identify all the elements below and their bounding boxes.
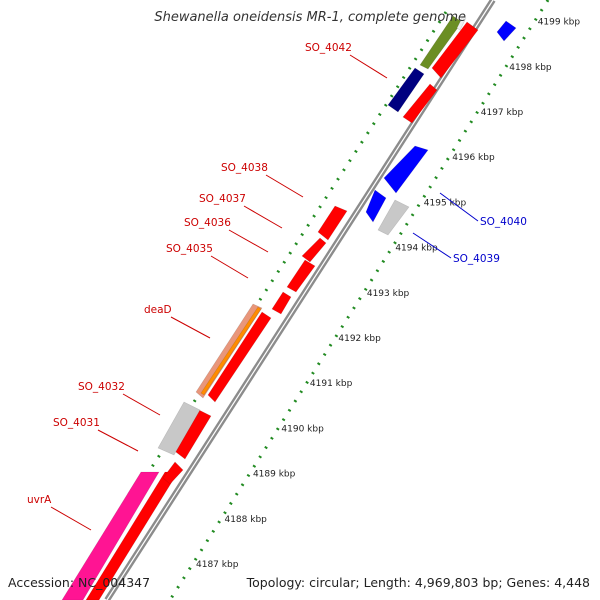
leader-line	[228, 229, 269, 253]
tick-label: 4199 kbp	[538, 18, 581, 28]
gene-label[interactable]: SO_4037	[199, 193, 246, 205]
tick-label: 4191 kbp	[310, 379, 353, 389]
feature-SO_4035-red[interactable]	[271, 291, 292, 315]
feature-red-4041[interactable]	[402, 83, 438, 124]
tick-label: 4187 kbp	[196, 560, 239, 570]
leader-line	[97, 429, 139, 452]
leader-line	[412, 232, 452, 259]
leader-line	[439, 192, 479, 222]
feature-deaD-orange[interactable]	[200, 306, 262, 396]
tick-label: 4196 kbp	[452, 153, 495, 163]
tick-label: 4197 kbp	[481, 108, 524, 118]
tick-label: 4195 kbp	[424, 198, 467, 208]
tick-label: 4190 kbp	[281, 424, 324, 434]
leader-line	[265, 174, 304, 198]
feature-SO_4039-gray[interactable]	[377, 199, 410, 236]
feature-SO_4040-blue-2[interactable]	[383, 145, 429, 194]
feature-deaD-red[interactable]	[207, 311, 272, 403]
feature-SO_4032-gray[interactable]	[157, 401, 201, 456]
leader-line	[210, 255, 249, 279]
gene-label[interactable]: SO_4042	[305, 42, 352, 54]
tick-label: 4193 kbp	[367, 289, 410, 299]
gene-label[interactable]: SO_4040	[480, 216, 527, 228]
gene-label[interactable]: SO_4031	[53, 417, 100, 429]
gene-label[interactable]: SO_4032	[78, 381, 125, 393]
leader-line	[50, 506, 92, 531]
leader-line	[349, 54, 388, 79]
gene-label[interactable]: SO_4038	[221, 162, 268, 174]
feature-white[interactable]	[456, 15, 467, 31]
leader-line	[243, 205, 283, 229]
feature-layer	[61, 15, 517, 600]
feature-small-red-1[interactable]	[162, 461, 184, 485]
map-title: Shewanella oneidensis MR-1, complete gen…	[154, 10, 466, 25]
feature-SO_4038-red[interactable]	[317, 205, 348, 241]
leader-line	[122, 393, 161, 416]
tick-label: 4192 kbp	[338, 334, 381, 344]
feature-navy[interactable]	[387, 67, 425, 113]
accession-text: Accession: NC_004347	[8, 575, 151, 590]
gene-label[interactable]: uvrA	[27, 494, 52, 506]
gene-label[interactable]: deaD	[144, 304, 172, 316]
gene-label[interactable]: SO_4036	[184, 217, 231, 229]
outer-tick-rail	[168, 0, 550, 600]
tick-label: 4194 kbp	[395, 244, 438, 254]
feature-SO_4037-red[interactable]	[301, 237, 327, 263]
label-layer: SO_4042 SO_4038 SO_4037 SO_4036 SO_4035 deaD S…	[27, 42, 527, 531]
gene-label[interactable]: SO_4035	[166, 243, 213, 255]
gene-label[interactable]: SO_4039	[453, 253, 500, 265]
feature-uvrA-pink[interactable]	[61, 471, 160, 600]
leader-line	[170, 316, 211, 339]
feature-SO_4036-red[interactable]	[286, 259, 316, 293]
tick-label: 4189 kbp	[253, 470, 296, 480]
feature-red-4042[interactable]	[431, 21, 479, 79]
feature-SO_4040-blue-1[interactable]	[365, 189, 387, 223]
tick-label: 4198 kbp	[509, 63, 552, 73]
feature-blue-top[interactable]	[496, 20, 517, 42]
tick-label: 4188 kbp	[224, 515, 267, 525]
topology-text: Topology: circular; Length: 4,969,803 bp…	[246, 575, 590, 590]
